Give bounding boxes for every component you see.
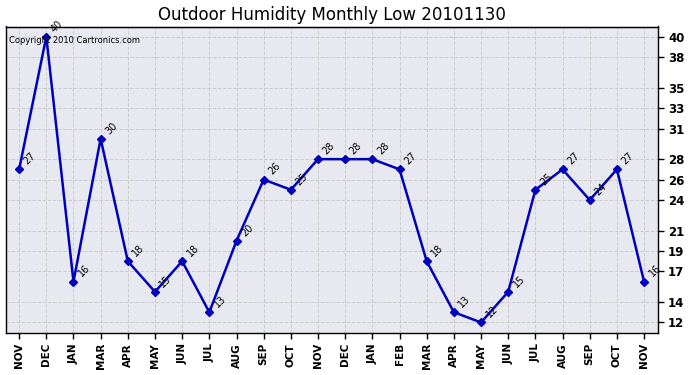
Text: 16: 16 [647,263,662,279]
Text: 20: 20 [239,222,255,238]
Text: 25: 25 [538,171,554,187]
Text: 27: 27 [620,151,635,166]
Text: 18: 18 [429,243,445,258]
Text: 28: 28 [321,141,337,156]
Text: 16: 16 [77,263,92,279]
Text: 26: 26 [266,161,282,177]
Text: 13: 13 [212,294,228,309]
Text: 15: 15 [158,273,174,289]
Text: Copyright 2010 Cartronics.com: Copyright 2010 Cartronics.com [9,36,140,45]
Text: 28: 28 [348,141,364,156]
Text: 27: 27 [402,151,418,166]
Text: 18: 18 [185,243,201,258]
Text: 30: 30 [104,120,119,136]
Text: 24: 24 [593,182,609,197]
Text: 15: 15 [511,273,526,289]
Text: 40: 40 [49,18,65,34]
Text: 27: 27 [22,151,38,166]
Title: Outdoor Humidity Monthly Low 20101130: Outdoor Humidity Monthly Low 20101130 [158,6,506,24]
Text: 25: 25 [294,171,310,187]
Text: 27: 27 [565,151,581,166]
Text: 18: 18 [130,243,146,258]
Text: 12: 12 [484,304,500,320]
Text: 28: 28 [375,141,391,156]
Text: 13: 13 [457,294,473,309]
